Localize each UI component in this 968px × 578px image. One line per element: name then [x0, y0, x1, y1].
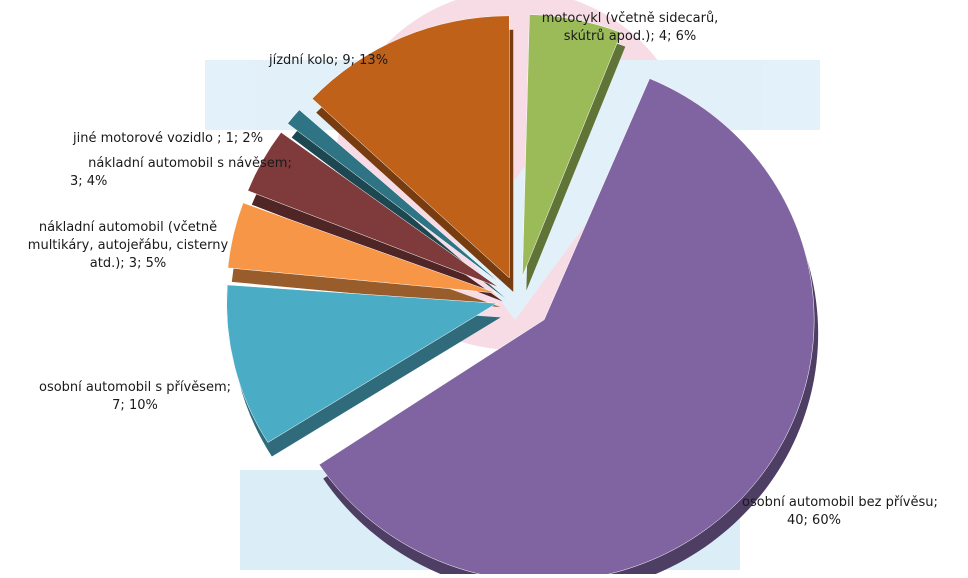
data-label-line: 40; 60% [787, 513, 841, 528]
data-label-line: jiné motorové vozidlo ; 1; 2% [73, 131, 264, 146]
slices-layer [226, 14, 819, 578]
data-label-line: nákladní automobil s návěsem; [88, 156, 292, 171]
data-label-line: nákladní automobil (včetně [38, 220, 218, 235]
data-label-osobni-s-privesem: osobní automobil s přívěsem; 7; 10% [20, 379, 250, 415]
data-label-line: 3; 4% [70, 174, 108, 189]
data-label-line: skútrů apod.); 4; 6% [563, 29, 697, 44]
pie-slice [227, 202, 497, 294]
pie-slice [287, 109, 502, 285]
data-label-osobni-bez-privesu: osobní automobil bez přívěsu; 40; 60% [742, 494, 938, 530]
data-label-nakladni-automobil: nákladní automobil (včetně multikáry, au… [8, 219, 248, 273]
data-label-jizdni-kolo: jízdní kolo; 9; 13% [269, 52, 388, 70]
pie-slice [226, 284, 498, 443]
pie-slice [318, 78, 815, 578]
data-label-motocykl: motocykl (včetně sidecarů, skútrů apod.)… [515, 10, 745, 46]
data-label-jine-motorove-vozidlo: jiné motorové vozidlo ; 1; 2% [73, 130, 263, 148]
data-label-line: 7; 10% [112, 398, 158, 413]
data-label-line: multikáry, autojeřábu, cisterny [27, 238, 229, 253]
data-label-line: motocykl (včetně sidecarů, [541, 11, 719, 26]
data-label-line: osobní automobil s přívěsem; [38, 380, 232, 395]
pie-slice [311, 15, 510, 279]
data-label-nakladni-s-navesem: nákladní automobil s návěsem; 3; 4% [70, 155, 310, 191]
pie-slice [247, 132, 499, 288]
data-label-line: osobní automobil bez přívěsu; [742, 495, 938, 510]
pie-slice [522, 14, 622, 277]
data-label-line: atd.); 3; 5% [89, 256, 167, 271]
data-label-line: jízdní kolo; 9; 13% [269, 53, 389, 68]
